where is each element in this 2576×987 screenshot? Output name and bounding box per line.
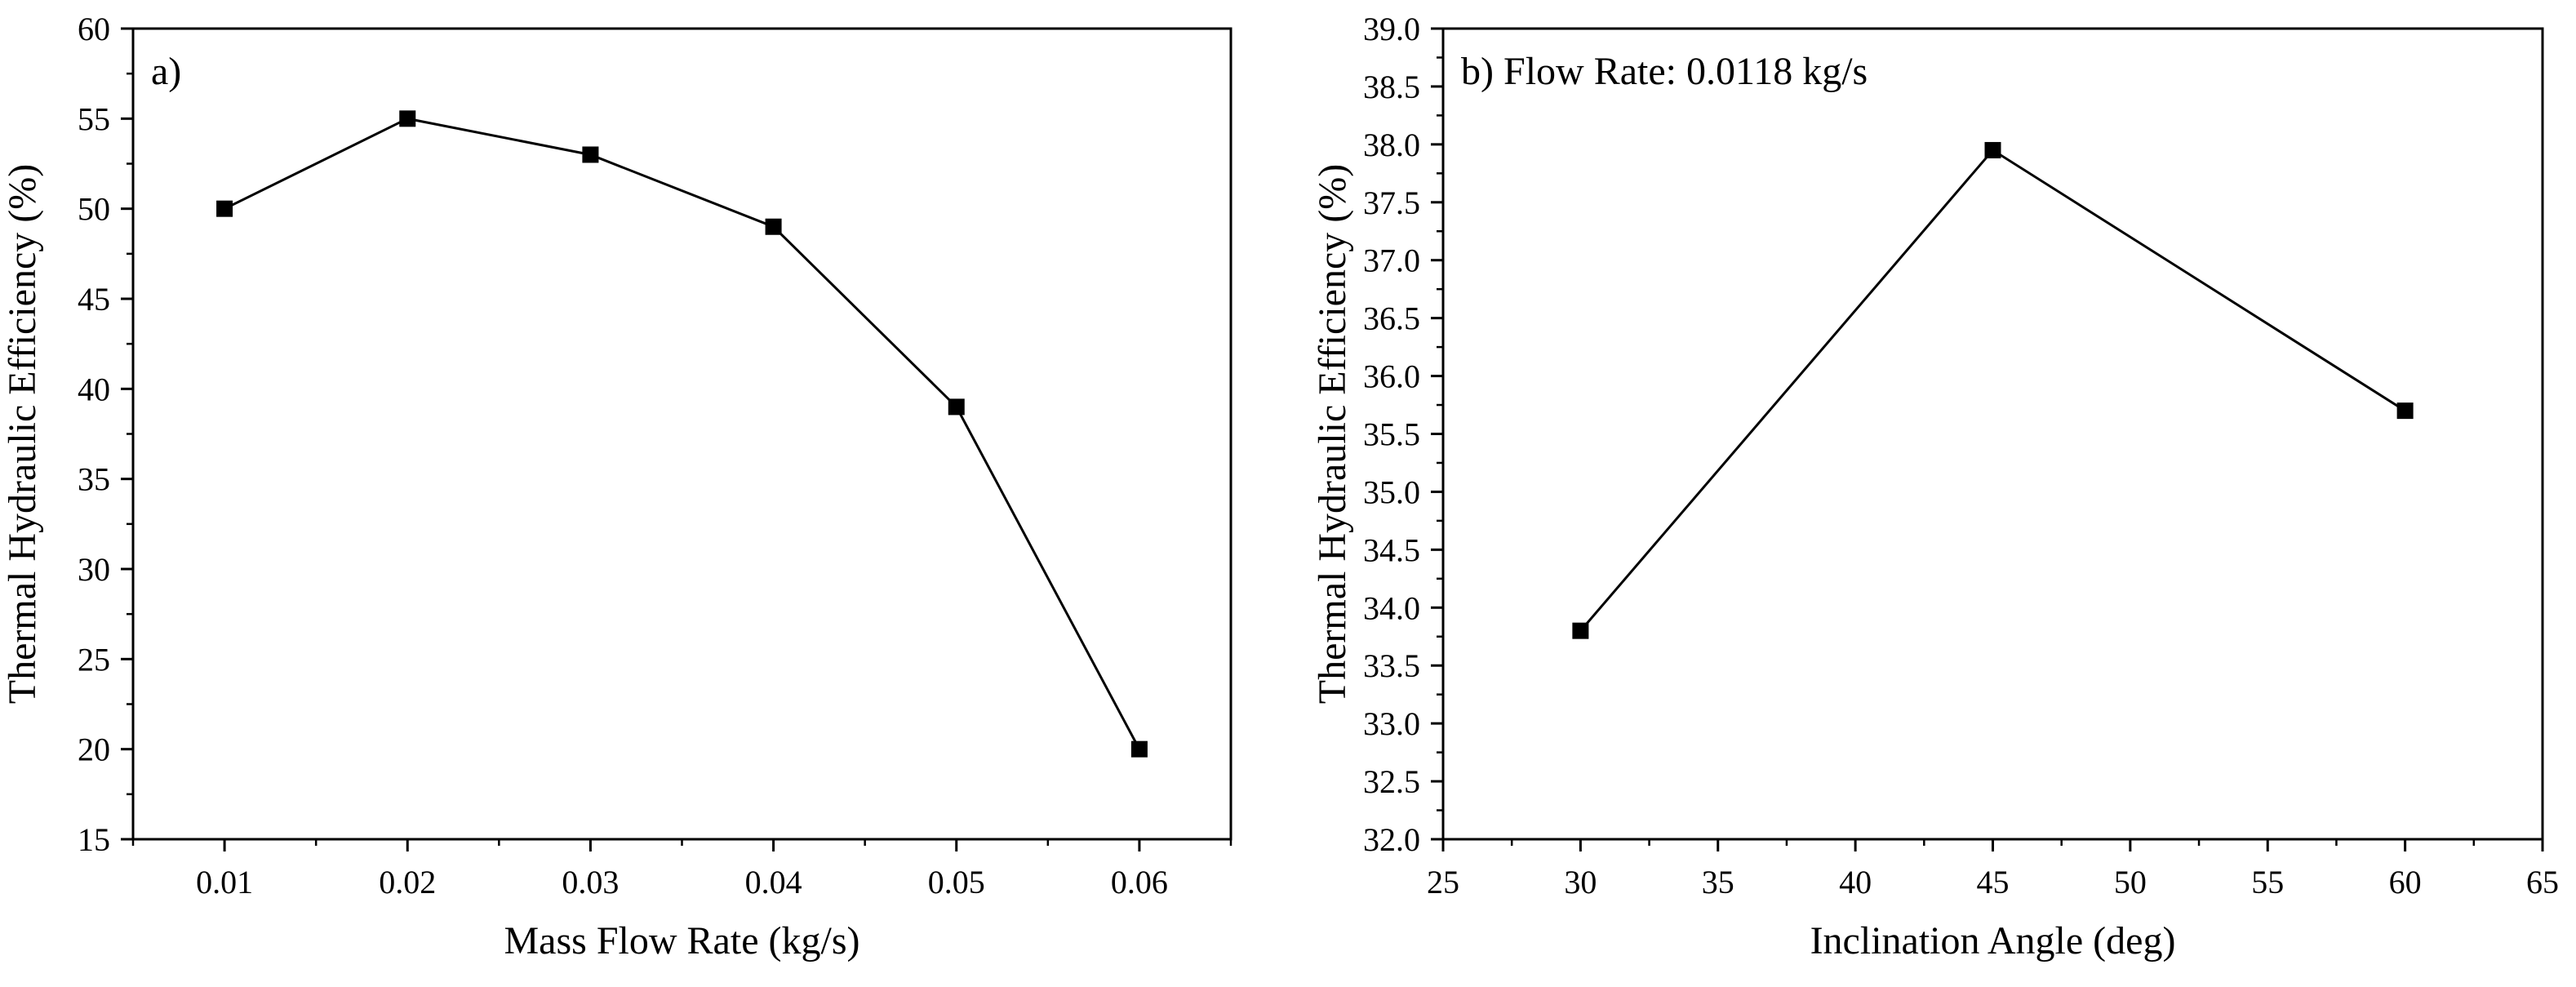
y-tick-label: 38.5 xyxy=(1363,69,1420,105)
x-tick-label: 50 xyxy=(2114,864,2147,900)
y-tick-label: 30 xyxy=(78,551,110,588)
y-axis-title: Thermal Hydraulic Efficiency (%) xyxy=(1311,164,1354,704)
data-point xyxy=(1984,141,2001,158)
panel-annotation: Flow Rate: 0.0118 kg/s xyxy=(1503,50,1868,93)
y-tick-label: 25 xyxy=(78,641,110,678)
series-line xyxy=(1579,148,2406,632)
y-tick-label: 35.5 xyxy=(1363,416,1420,453)
y-tick-label: 32.5 xyxy=(1363,763,1420,800)
y-tick-label: 60 xyxy=(78,11,110,47)
x-tick-label: 45 xyxy=(1977,864,2010,900)
y-axis-title: Thermal Hydraulic Efficiency (%) xyxy=(1,164,44,704)
x-tick-label: 0.01 xyxy=(196,864,253,900)
x-tick-label: 0.04 xyxy=(745,864,802,900)
y-tick-label: 40 xyxy=(78,371,110,407)
plot-frame xyxy=(131,27,1232,841)
y-tick-label: 37.5 xyxy=(1363,185,1420,221)
chart-panel-a: 0.01 0.02 0.03 0.04 0.05 0.06 15 20 25 30 35 40 45 50… xyxy=(1,11,1232,963)
x-tick-label: 0.06 xyxy=(1111,864,1168,900)
y-tick-label: 35.0 xyxy=(1363,473,1420,510)
x-tick-label: 0.02 xyxy=(379,864,436,900)
data-point xyxy=(948,398,965,416)
data-point xyxy=(1572,622,1589,639)
x-axis-title: Mass Flow Rate (kg/s) xyxy=(504,919,860,963)
y-tick-label: 50 xyxy=(78,191,110,228)
y-tick-label: 55 xyxy=(78,100,110,137)
y-tick-label: 45 xyxy=(78,281,110,318)
y-tick-label: 36.5 xyxy=(1363,300,1420,337)
data-point xyxy=(399,110,416,127)
y-tick-label: 33.0 xyxy=(1363,705,1420,742)
x-tick-label: 25 xyxy=(1427,864,1459,900)
y-tick-label: 20 xyxy=(78,731,110,768)
x-tick-label: 60 xyxy=(2389,864,2422,900)
y-tick-label: 35 xyxy=(78,461,110,498)
data-point xyxy=(216,200,233,217)
y-tick-label: 34.5 xyxy=(1363,531,1420,568)
y-tick-label: 39.0 xyxy=(1363,11,1420,47)
panel-label: a) xyxy=(151,50,181,93)
data-point xyxy=(2396,402,2414,420)
x-tick-label: 35 xyxy=(1702,864,1734,900)
x-tick-label: 40 xyxy=(1839,864,1872,900)
y-tick-label: 15 xyxy=(78,821,110,858)
x-tick-label: 0.05 xyxy=(928,864,985,900)
y-tick-label: 33.5 xyxy=(1363,647,1420,684)
chart-panel-b: 25 30 35 40 45 50 55 60 65 32.0 32.5 33.0 33.5 34.0 34… xyxy=(1311,11,2559,963)
data-point xyxy=(1130,740,1148,758)
y-tick-label: 37.0 xyxy=(1363,242,1420,279)
x-tick-label: 0.03 xyxy=(562,864,619,900)
x-tick-label: 65 xyxy=(2526,864,2559,900)
series-line xyxy=(224,117,1141,750)
x-axis-title: Inclination Angle (deg) xyxy=(1810,919,2176,963)
data-point xyxy=(765,218,782,235)
y-tick-label: 32.0 xyxy=(1363,821,1420,858)
data-point xyxy=(582,146,599,163)
x-tick-label: 30 xyxy=(1564,864,1597,900)
panel-label: b) xyxy=(1461,50,1494,93)
y-tick-label: 36.0 xyxy=(1363,358,1420,395)
y-tick-label: 38.0 xyxy=(1363,127,1420,163)
y-tick-label: 34.0 xyxy=(1363,589,1420,626)
x-tick-label: 55 xyxy=(2251,864,2284,900)
